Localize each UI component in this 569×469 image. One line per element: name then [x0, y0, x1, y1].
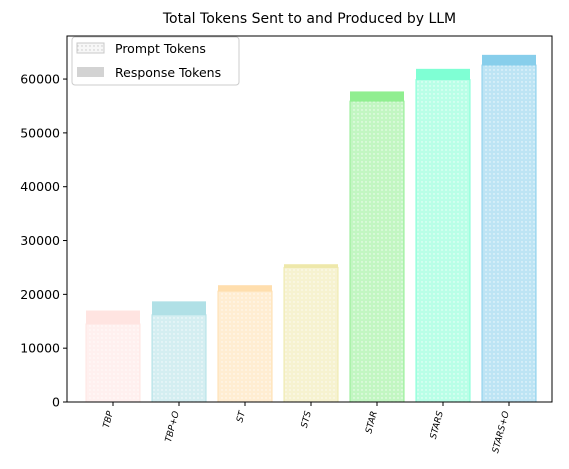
- legend-swatch-response-tokens: [77, 67, 104, 77]
- legend-label-prompt-tokens: Prompt Tokens: [115, 41, 206, 56]
- y-tick-label-60000: 60000: [20, 72, 60, 87]
- chart-title: Total Tokens Sent to and Produced by LLM: [162, 11, 456, 27]
- bar-prompt-hatch-st: [217, 290, 273, 403]
- x-tick-label-stars-plus-o: STARS+O: [491, 410, 512, 454]
- x-tick-label-stars: STARS: [429, 410, 446, 440]
- y-axis: 0 10000 20000 30000 40000 50000 60000: [20, 72, 67, 410]
- legend-frame: [71, 36, 240, 86]
- y-tick-label-30000: 30000: [20, 233, 60, 248]
- bar-response-star: [350, 91, 404, 102]
- x-tick-label-st: ST: [235, 409, 248, 424]
- legend: Prompt Tokens Response Tokens: [71, 36, 240, 86]
- y-tick-label-50000: 50000: [20, 125, 60, 140]
- y-tick-label-0: 0: [52, 395, 60, 410]
- bar-response-stars: [416, 68, 470, 80]
- x-tick-label-tbp: TBP: [102, 410, 116, 430]
- bar-response-tbp-plus-o: [152, 301, 206, 315]
- bar-prompt-hatch-tbp-plus-o: [151, 314, 207, 403]
- y-tick-label-40000: 40000: [20, 179, 60, 194]
- bar-response-st: [218, 285, 272, 292]
- x-tick-label-tbp-plus-o: TBP+O: [164, 410, 182, 443]
- legend-label-response-tokens: Response Tokens: [115, 65, 221, 80]
- bar-prompt-hatch-star: [349, 100, 405, 403]
- bar-response-tbp: [86, 310, 140, 324]
- x-tick-label-star: STAR: [364, 410, 380, 435]
- bar-prompt-hatch-stars: [415, 79, 471, 403]
- legend-swatch-prompt-tokens: [76, 42, 105, 54]
- bar-response-sts: [284, 264, 338, 268]
- bar-prompt-hatch-tbp: [85, 323, 141, 403]
- bar-prompt-hatch-stars-plus-o: [481, 64, 537, 403]
- x-tick-label-sts: STS: [300, 410, 314, 429]
- y-tick-label-20000: 20000: [20, 287, 60, 302]
- bar-prompt-hatch-sts: [283, 266, 339, 403]
- x-axis: TBP TBP+O ST STS STAR STARS STARS+O: [102, 402, 512, 454]
- bar-response-stars-plus-o: [482, 54, 536, 66]
- y-tick-label-10000: 10000: [20, 341, 60, 356]
- plot-area: [85, 54, 537, 403]
- plot-frame: [66, 35, 553, 403]
